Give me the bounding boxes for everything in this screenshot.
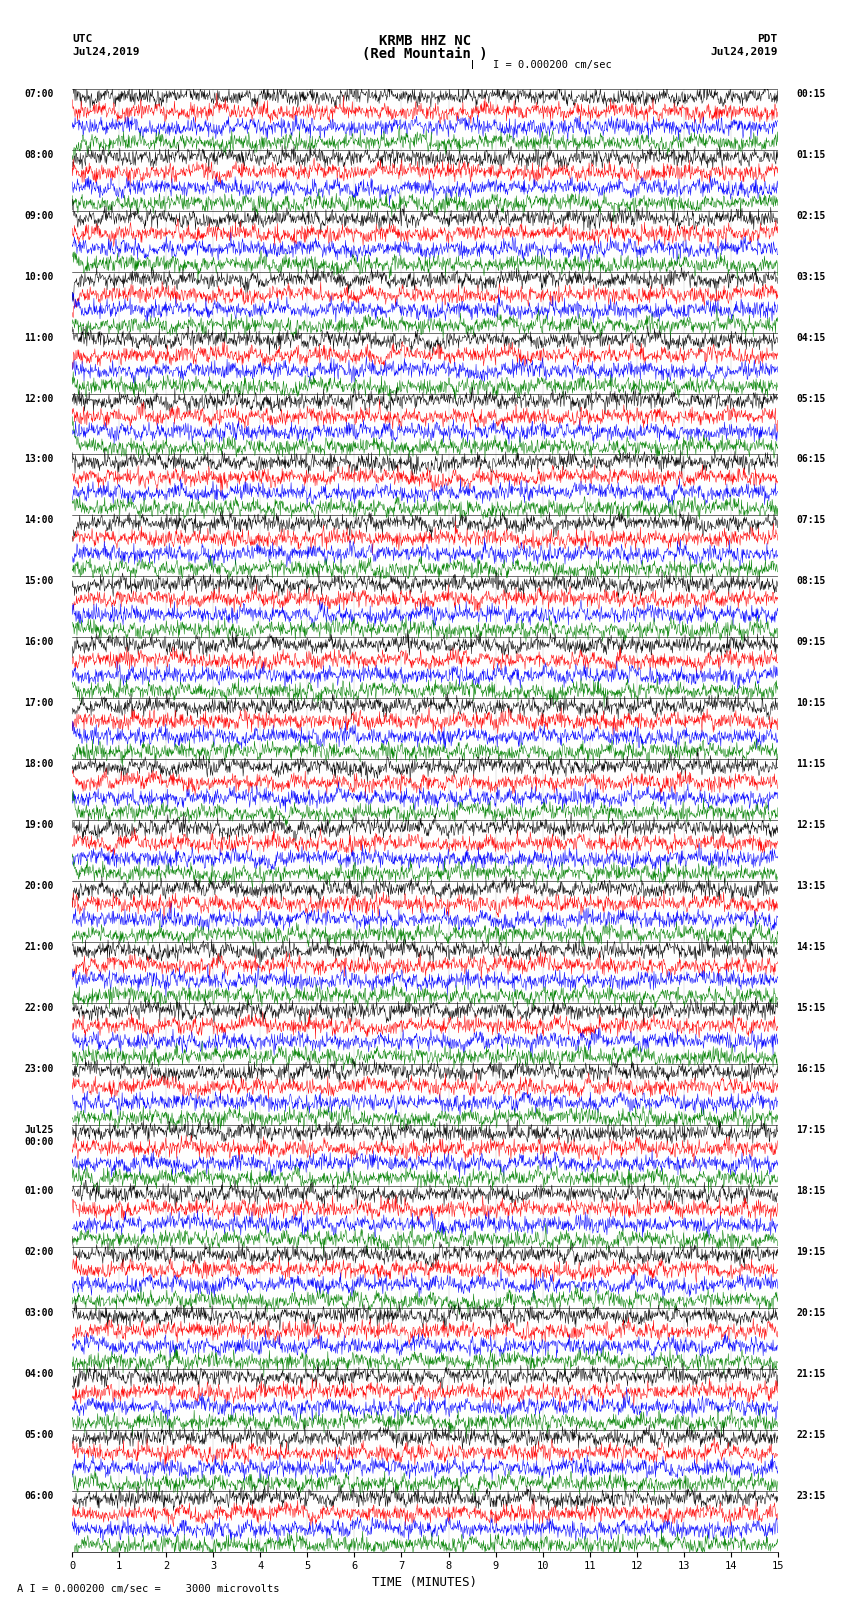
Text: 20:15: 20:15 [796,1308,826,1318]
Text: 11:00: 11:00 [24,332,54,342]
Text: 17:15: 17:15 [796,1124,826,1136]
Text: PDT: PDT [757,34,778,44]
Text: 05:15: 05:15 [796,394,826,403]
Text: 06:15: 06:15 [796,455,826,465]
Text: 04:15: 04:15 [796,332,826,342]
Text: 11:15: 11:15 [796,760,826,769]
Text: 08:00: 08:00 [24,150,54,160]
Text: 22:15: 22:15 [796,1429,826,1440]
Text: 00:15: 00:15 [796,89,826,98]
Text: UTC: UTC [72,34,93,44]
Text: 18:00: 18:00 [24,760,54,769]
Text: 08:15: 08:15 [796,576,826,587]
Text: 21:00: 21:00 [24,942,54,952]
Text: 13:00: 13:00 [24,455,54,465]
Text: 22:00: 22:00 [24,1003,54,1013]
Text: 10:00: 10:00 [24,271,54,282]
Text: 12:15: 12:15 [796,821,826,831]
Text: 19:00: 19:00 [24,821,54,831]
Text: 12:00: 12:00 [24,394,54,403]
Text: 23:15: 23:15 [796,1490,826,1500]
Text: 20:00: 20:00 [24,881,54,890]
Text: 01:15: 01:15 [796,150,826,160]
Text: KRMB HHZ NC: KRMB HHZ NC [379,34,471,48]
Text: 21:15: 21:15 [796,1369,826,1379]
Text: 15:00: 15:00 [24,576,54,587]
Text: Jul25
00:00: Jul25 00:00 [24,1124,54,1147]
Text: A I = 0.000200 cm/sec =    3000 microvolts: A I = 0.000200 cm/sec = 3000 microvolts [17,1584,280,1594]
Text: 05:00: 05:00 [24,1429,54,1440]
Text: 03:15: 03:15 [796,271,826,282]
Text: I = 0.000200 cm/sec: I = 0.000200 cm/sec [493,60,612,69]
Text: (Red Mountain ): (Red Mountain ) [362,47,488,61]
Text: 07:15: 07:15 [796,516,826,526]
Text: 16:15: 16:15 [796,1065,826,1074]
Text: 13:15: 13:15 [796,881,826,890]
Text: 23:00: 23:00 [24,1065,54,1074]
Text: 14:00: 14:00 [24,516,54,526]
Text: 19:15: 19:15 [796,1247,826,1257]
Text: 06:00: 06:00 [24,1490,54,1500]
Text: 14:15: 14:15 [796,942,826,952]
Text: 15:15: 15:15 [796,1003,826,1013]
Text: 09:00: 09:00 [24,211,54,221]
Text: 07:00: 07:00 [24,89,54,98]
Text: 01:00: 01:00 [24,1186,54,1195]
Text: 17:00: 17:00 [24,698,54,708]
X-axis label: TIME (MINUTES): TIME (MINUTES) [372,1576,478,1589]
Text: 02:00: 02:00 [24,1247,54,1257]
Text: 18:15: 18:15 [796,1186,826,1195]
Text: Jul24,2019: Jul24,2019 [72,47,139,56]
Text: 04:00: 04:00 [24,1369,54,1379]
Text: Jul24,2019: Jul24,2019 [711,47,778,56]
Text: 10:15: 10:15 [796,698,826,708]
Text: 02:15: 02:15 [796,211,826,221]
Text: 03:00: 03:00 [24,1308,54,1318]
Text: 16:00: 16:00 [24,637,54,647]
Text: 09:15: 09:15 [796,637,826,647]
